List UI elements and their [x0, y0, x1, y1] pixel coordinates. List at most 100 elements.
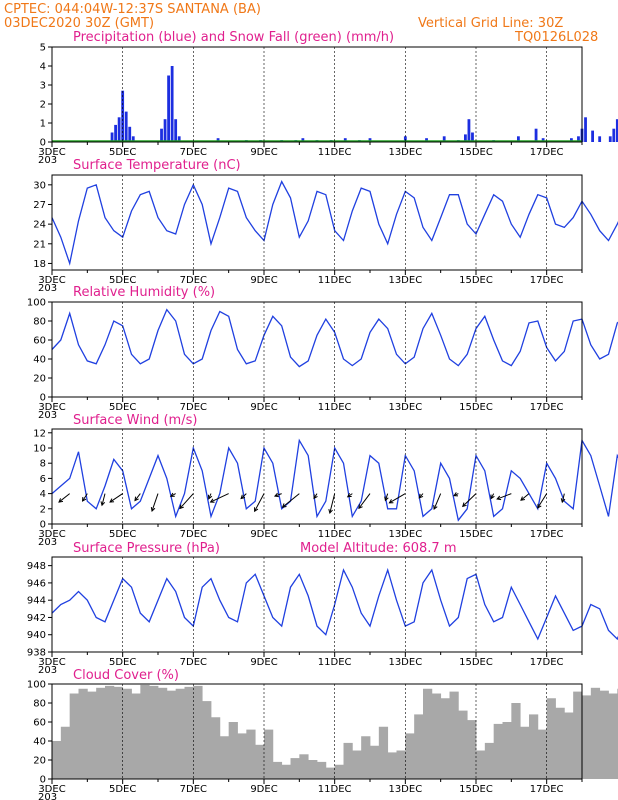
- header-station: CPTEC: 044:04W-12:37S SANTANA (BA): [4, 2, 261, 17]
- cloud-bar: [184, 686, 194, 779]
- x-tick-label: 3DEC: [38, 657, 65, 668]
- cloud-bar: [511, 703, 521, 779]
- y-tick-label: 0: [40, 520, 46, 531]
- x-tick-label: 5DEC: [109, 657, 136, 668]
- cloud-bar: [87, 691, 97, 779]
- panel-frame: [51, 428, 583, 525]
- x-year-label: 203: [38, 665, 57, 676]
- cloud-bar: [458, 710, 468, 779]
- panel-frame: [51, 174, 583, 271]
- panel-temp: 18 21 24 27 30 3DEC 5DEC 7DEC 9DEC 11DEC 13DEC 15DE…: [33, 174, 618, 294]
- wind-arrowhead: [388, 499, 394, 504]
- cloud-bar: [52, 741, 62, 779]
- wind-line: [51, 438, 618, 522]
- wind-arrowhead: [313, 494, 318, 500]
- cloud-bar: [69, 693, 79, 779]
- panel-frame: [51, 46, 583, 143]
- x-year-label: 203: [38, 155, 57, 166]
- wind-arrowhead: [537, 503, 542, 509]
- x-tick-label: 17DEC: [530, 275, 564, 286]
- cloud-bar: [520, 726, 530, 779]
- cloud-bar: [493, 723, 503, 779]
- precip-bar: [177, 136, 181, 142]
- cloud-bar: [246, 729, 256, 779]
- x-tick-label: 11DEC: [318, 147, 352, 158]
- precip-bar: [608, 136, 612, 142]
- panel-pressure: 938 940 942 944 946 948 3DEC 5DEC 7DEC 9DEC 11DEC 1…: [27, 556, 618, 676]
- wind-vector: [151, 493, 159, 512]
- y-tick-label: 12: [33, 428, 46, 439]
- precip-bar: [131, 136, 135, 142]
- y-tick-label: 27: [33, 200, 46, 211]
- cloud-bar: [467, 720, 477, 779]
- cloud-bar: [405, 733, 415, 779]
- wind-vector: [389, 493, 406, 504]
- cloud-bar: [387, 752, 397, 779]
- x-tick-label: 7DEC: [180, 657, 207, 668]
- rh-title: Relative Humidity (%): [73, 285, 215, 300]
- cloud-bar: [325, 767, 336, 779]
- cloud-title: Cloud Cover (%): [73, 668, 179, 683]
- cloud-bar: [352, 750, 362, 779]
- wind-arrowhead: [207, 494, 213, 500]
- wind-arrowhead: [150, 506, 156, 512]
- wind-arrowhead: [179, 504, 184, 510]
- altitude-label: Model Altitude: 608.7 m: [300, 541, 457, 556]
- wind-title: Surface Wind (m/s): [73, 413, 197, 428]
- x-tick-label: 9DEC: [250, 147, 277, 158]
- wind-vector: [82, 493, 88, 502]
- wind-vector: [520, 493, 530, 501]
- wind-arrowhead: [433, 505, 438, 511]
- y-tick-label: 2: [40, 100, 46, 111]
- y-tick-label: 60: [33, 336, 46, 347]
- precip-bar: [612, 128, 616, 142]
- y-tick-label: 24: [33, 220, 46, 231]
- y-tick-label: 0: [40, 138, 46, 149]
- x-tick-label: 11DEC: [318, 529, 352, 540]
- wind-arrowhead: [328, 509, 333, 515]
- cloud-bar: [122, 688, 132, 779]
- x-tick-label: 3DEC: [38, 147, 65, 158]
- precip-bar: [110, 132, 114, 142]
- cloud-bar: [564, 712, 574, 779]
- cloud-bar: [396, 750, 406, 779]
- precip-bar: [517, 136, 520, 142]
- y-tick-label: 80: [33, 699, 46, 710]
- precip-bar: [584, 117, 587, 142]
- y-tick-label: 20: [33, 756, 46, 767]
- cloud-bar: [370, 745, 380, 779]
- cloud-bar: [96, 687, 106, 779]
- precip-bar: [163, 119, 167, 142]
- x-tick-label: 15DEC: [459, 275, 493, 286]
- cloud-bar: [166, 690, 177, 779]
- panel-frame: [51, 556, 583, 653]
- y-tick-label: 30: [33, 180, 46, 191]
- precip-bar: [615, 119, 618, 142]
- wind-arrowhead: [58, 498, 64, 503]
- wind-arrowhead: [281, 503, 287, 508]
- precip-bar: [343, 138, 347, 142]
- x-tick-label: 17DEC: [530, 402, 564, 413]
- y-tick-label: 80: [33, 317, 46, 328]
- x-tick-label: 7DEC: [180, 275, 207, 286]
- cloud-bar: [361, 736, 371, 779]
- cloud-bar: [378, 726, 389, 779]
- x-tick-label: 13DEC: [388, 147, 422, 158]
- precip-bar: [114, 124, 117, 142]
- x-tick-label: 15DEC: [459, 784, 493, 795]
- x-tick-label: 13DEC: [388, 529, 422, 540]
- header-date: 03DEC2020 30Z (GMT): [4, 16, 154, 31]
- wind-arrowhead: [453, 492, 459, 497]
- cloud-bar: [476, 750, 486, 779]
- panel-wind: 0 2 4 6 8 10 12 3DEC 5DEC 7DEC 9DEC 11DEC 13DEC 15DEC…: [33, 428, 618, 548]
- x-tick-label: 15DEC: [459, 657, 493, 668]
- x-tick-label: 5DEC: [109, 147, 136, 158]
- x-tick-label: 3DEC: [38, 402, 65, 413]
- y-tick-label: 0: [40, 393, 46, 404]
- precip-bar: [124, 111, 128, 142]
- x-tick-label: 13DEC: [388, 275, 422, 286]
- x-tick-label: 17DEC: [530, 529, 564, 540]
- y-tick-label: 4: [40, 489, 46, 500]
- cloud-bar: [484, 742, 495, 779]
